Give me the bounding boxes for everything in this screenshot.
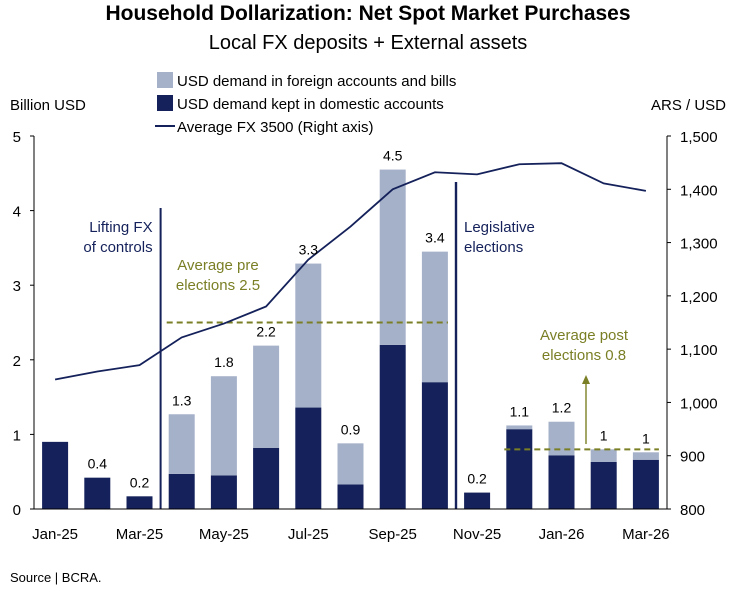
total-label-Oct-25: 3.4 (425, 230, 445, 246)
y-tick-label: 5 (13, 129, 21, 146)
y2-tick-label: 1,200 (680, 289, 718, 306)
total-label-Feb-25: 0.4 (88, 456, 108, 472)
bar-foreign-Jun-25 (253, 345, 280, 448)
y2-tick-label: 900 (680, 449, 705, 466)
lines-layer (54, 162, 659, 509)
legend-label-fx: Average FX 3500 (Right axis) (177, 119, 374, 136)
avg-post-label: elections 0.8 (542, 347, 626, 364)
legend-label-domestic: USD demand kept in domestic accounts (177, 96, 444, 113)
bar-foreign-Feb-26 (590, 449, 617, 463)
lifting-label: Lifting FX (89, 219, 152, 236)
y2-axis-title: ARS / USD (651, 97, 726, 114)
bar-domestic-Dec-25 (506, 429, 533, 509)
x-tick-label: Jan-26 (539, 526, 585, 543)
total-label-Jan-26: 1.2 (552, 400, 572, 416)
y-tick-label: 3 (13, 278, 21, 295)
total-label-Dec-25: 1.1 (510, 403, 530, 419)
bar-domestic-May-25 (210, 475, 237, 509)
bar-domestic-Jan-25 (42, 441, 69, 509)
total-label-Mar-25: 0.2 (130, 474, 150, 490)
source-note: Source | BCRA. (10, 570, 102, 585)
bar-foreign-Mar-26 (632, 452, 659, 460)
bar-foreign-Aug-25 (337, 443, 364, 485)
labels-layer: 0.4 0.2 1.3 1.8 2.2 3.3 0.9 4.5 3.4 0.2 1.1 1.2 1 1 Li… (83, 148, 650, 491)
fx-line (54, 162, 647, 381)
total-label-Feb-26: 1 (600, 427, 608, 443)
legend: USD demand in foreign accounts and bills… (155, 72, 456, 136)
total-label-Sep-25: 4.5 (383, 148, 403, 164)
lifting-label: of controls (83, 239, 152, 256)
bar-domestic-Feb-25 (84, 477, 111, 509)
total-label-Aug-25: 0.9 (341, 421, 361, 437)
bar-domestic-Jan-26 (548, 455, 575, 509)
legend-swatch-foreign (157, 72, 173, 88)
legislative-label: elections (464, 239, 523, 256)
bar-domestic-Sep-25 (379, 344, 406, 509)
bar-foreign-Apr-25 (168, 414, 195, 474)
y-tick-label: 4 (13, 204, 21, 221)
y2-tick-label: 1,000 (680, 395, 718, 412)
x-tick-label: Jul-25 (288, 526, 329, 543)
y-axis-title: Billion USD (10, 97, 86, 114)
total-label-Jul-25: 3.3 (299, 242, 319, 258)
bar-domestic-Mar-25 (126, 496, 153, 509)
chart-title: Household Dollarization: Net Spot Market… (105, 2, 631, 25)
bar-domestic-Jul-25 (295, 407, 322, 509)
y-tick-label: 1 (13, 427, 21, 444)
legend-swatch-domestic (157, 95, 173, 111)
total-label-Nov-25: 0.2 (467, 471, 487, 487)
y2-tick-label: 800 (680, 502, 705, 519)
avg-pre-label: Average pre (177, 257, 258, 274)
y2-tick-label: 1,300 (680, 236, 718, 253)
avg-pre-label: elections 2.5 (176, 277, 260, 294)
chart-subtitle: Local FX deposits + External assets (208, 32, 528, 54)
bar-domestic-Apr-25 (168, 473, 195, 509)
axes-layer: 0 1 2 3 4 5 800 900 1,000 1,100 1,200 1,300 1,400 1,5… (10, 97, 726, 543)
total-label-Apr-25: 1.3 (172, 392, 192, 408)
avg-post-arrowhead (582, 375, 590, 384)
x-tick-label: Nov-25 (453, 526, 501, 543)
bar-foreign-May-25 (210, 376, 237, 476)
bar-domestic-Aug-25 (337, 484, 364, 509)
x-tick-label: Sep-25 (369, 526, 417, 543)
y2-tick-label: 1,400 (680, 182, 718, 199)
total-label-Mar-26: 1 (642, 430, 650, 446)
y2-tick-label: 1,500 (680, 129, 718, 146)
total-label-Jun-25: 2.2 (256, 324, 276, 340)
x-tick-label: May-25 (199, 526, 249, 543)
y-tick-label: 2 (13, 353, 21, 370)
bar-domestic-Mar-26 (632, 459, 659, 509)
bar-foreign-Jul-25 (295, 263, 322, 408)
legend-label-foreign: USD demand in foreign accounts and bills (177, 73, 456, 90)
bar-foreign-Sep-25 (379, 169, 406, 345)
bar-domestic-Jun-25 (253, 447, 280, 509)
x-tick-label: Mar-26 (622, 526, 670, 543)
bar-domestic-Oct-25 (421, 382, 448, 509)
total-label-May-25: 1.8 (214, 354, 234, 370)
bar-domestic-Nov-25 (464, 492, 491, 509)
bar-foreign-Oct-25 (421, 251, 448, 383)
y2-tick-label: 1,100 (680, 342, 718, 359)
bars-layer (42, 169, 659, 509)
legislative-label: Legislative (464, 219, 535, 236)
y-tick-label: 0 (13, 502, 21, 519)
bar-domestic-Feb-26 (590, 462, 617, 509)
avg-post-label: Average post (540, 327, 629, 344)
bar-foreign-Jan-26 (548, 421, 575, 456)
x-tick-label: Mar-25 (116, 526, 164, 543)
x-tick-label: Jan-25 (32, 526, 78, 543)
bar-foreign-Dec-25 (506, 425, 533, 430)
